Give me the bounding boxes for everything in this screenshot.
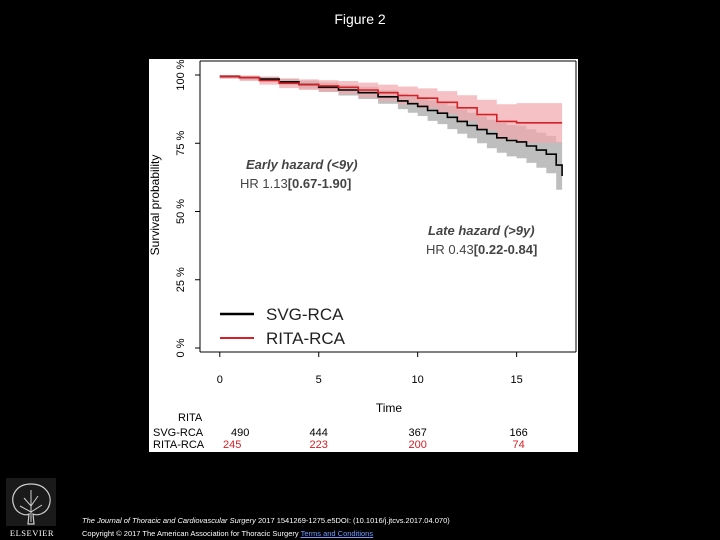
elsevier-tree-logo	[6, 478, 56, 526]
kaplan-meier-chart: 0 % 25 % 50 % 75 % 100 % 0 5 10 15 Survival pro…	[149, 59, 577, 451]
early-hazard-title: Early hazard (<9y)	[246, 157, 358, 172]
risk-row-label: SVG-RCA	[153, 427, 204, 439]
risk-count: 490	[231, 427, 249, 439]
footer-citation: The Journal of Thoracic and Cardiovascul…	[82, 516, 450, 525]
y-tick-label: 25 %	[175, 267, 187, 292]
y-tick-label: 100 %	[175, 59, 187, 90]
x-tick-label: 0	[217, 374, 223, 386]
footer-copyright: Copyright © 2017 The American Associatio…	[82, 529, 373, 538]
late-hazard-title: Late hazard (>9y)	[428, 223, 535, 238]
copyright-text: Copyright © 2017 The American Associatio…	[82, 529, 299, 538]
citation-text: 2017 1541269-1275.e5DOI: (10.1016/j.jtcv…	[257, 516, 450, 525]
x-ticks: 0 5 10 15	[217, 352, 523, 386]
y-tick-label: 75 %	[175, 130, 187, 155]
y-tick-label: 0 %	[175, 338, 187, 357]
risk-table-title: RITA	[178, 412, 203, 424]
early-hr-label: HR 1.13	[240, 176, 288, 191]
risk-table: SVG-RCA 490 444 367 166 RITA-RCA 245 223 200 74	[153, 427, 528, 451]
late-hr-label: HR 0.43	[426, 242, 474, 257]
y-axis-label: Survival probability	[149, 155, 162, 256]
x-tick-label: 15	[511, 374, 523, 386]
journal-name: The Journal of Thoracic and Cardiovascul…	[82, 516, 256, 525]
terms-link[interactable]: Terms and Conditions	[300, 529, 374, 538]
survival-curve-rita-rca	[219, 75, 563, 124]
risk-count: 166	[509, 427, 527, 439]
figure-panel: 0 % 25 % 50 % 75 % 100 % 0 5 10 15 Survival pro…	[149, 59, 578, 452]
x-tick-label: 5	[316, 374, 322, 386]
ci-band-rita-rca	[219, 75, 563, 143]
late-hazard-hr: HR 0.43[0.22-0.84]	[426, 242, 537, 257]
risk-count: 245	[223, 439, 241, 451]
x-tick-label: 10	[412, 374, 424, 386]
elsevier-wordmark: ELSEVIER	[9, 528, 55, 538]
confidence-bands	[219, 75, 563, 204]
x-axis-label: Time	[376, 401, 403, 415]
risk-count: 223	[310, 439, 328, 451]
risk-count: 444	[310, 427, 328, 439]
y-tick-label: 50 %	[175, 199, 187, 224]
risk-count: 367	[409, 427, 427, 439]
early-hazard-hr: HR 1.13[0.67-1.90]	[240, 176, 351, 191]
early-hr-ci: [0.67-1.90]	[288, 176, 352, 191]
risk-row-label: RITA-RCA	[153, 439, 205, 451]
legend-label-svg-rca: SVG-RCA	[266, 305, 344, 324]
survival-curves	[219, 75, 563, 176]
legend-label-rita-rca: RITA-RCA	[266, 329, 346, 348]
late-hr-ci: [0.22-0.84]	[474, 242, 538, 257]
y-ticks: 0 % 25 % 50 % 75 % 100 %	[175, 59, 200, 357]
risk-count: 74	[513, 439, 525, 451]
risk-count: 200	[409, 439, 427, 451]
figure-title: Figure 2	[334, 11, 386, 27]
